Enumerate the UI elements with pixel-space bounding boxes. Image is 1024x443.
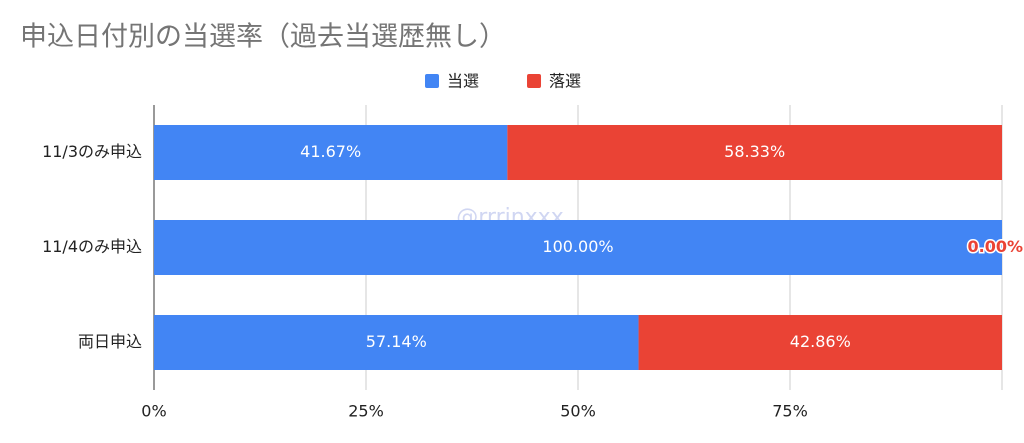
y-tick-label: 11/3のみ申込 <box>42 142 142 161</box>
data-label: 58.33% <box>724 142 785 161</box>
bar <box>638 315 1002 370</box>
x-tick-label: 25% <box>348 402 384 421</box>
data-label: 0.00% <box>967 237 1023 256</box>
bar <box>154 315 639 370</box>
data-label: 57.14% <box>366 332 427 351</box>
x-tick-label: 0% <box>141 402 166 421</box>
legend-label: 当選 <box>447 72 479 91</box>
data-label: 41.67% <box>300 142 361 161</box>
bar <box>507 125 1002 180</box>
y-tick-label: 両日申込 <box>78 332 142 351</box>
x-tick-label: 50% <box>560 402 596 421</box>
data-label: 100.00% <box>542 237 613 256</box>
bar <box>154 220 1002 275</box>
x-tick-label: 75% <box>772 402 808 421</box>
bar <box>154 125 508 180</box>
legend-swatch <box>425 74 439 88</box>
chart-title: 申込日付別の当選率（過去当選歴無し） <box>20 22 506 53</box>
legend-label: 落選 <box>549 72 581 91</box>
data-label: 42.86% <box>790 332 851 351</box>
legend-swatch <box>527 74 542 88</box>
y-tick-label: 11/4のみ申込 <box>42 237 142 256</box>
